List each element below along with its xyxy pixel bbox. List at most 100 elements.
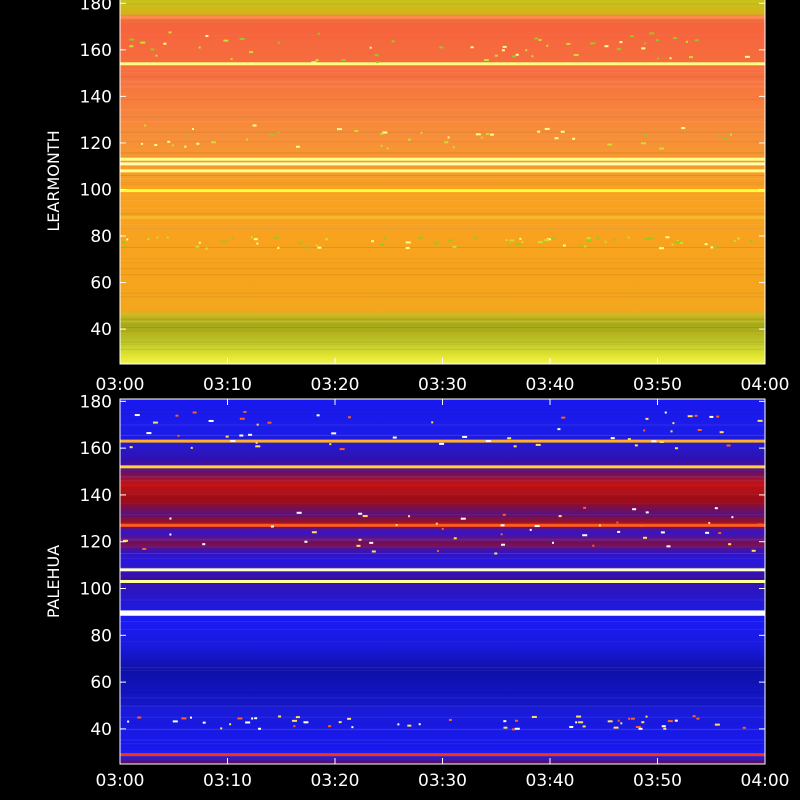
palehua-burst-pixel bbox=[329, 443, 332, 446]
palehua-burst-pixel bbox=[582, 534, 588, 537]
learmonth-burst-pixel bbox=[586, 237, 591, 240]
palehua-burst-pixel bbox=[395, 524, 398, 527]
learmonth-burst-pixel bbox=[223, 39, 229, 42]
palehua-texture-row bbox=[120, 743, 765, 745]
palehua-burst-pixel bbox=[719, 431, 724, 434]
learmonth-burst-pixel bbox=[380, 132, 384, 135]
palehua-texture-row bbox=[120, 691, 765, 693]
palehua-texture-row bbox=[120, 662, 765, 663]
learmonth-texture-row bbox=[120, 292, 765, 294]
y-tick-label: 120 bbox=[80, 533, 112, 553]
learmonth-burst-pixel bbox=[274, 236, 280, 239]
learmonth-burst-pixel bbox=[616, 48, 621, 51]
palehua-burst-pixel bbox=[503, 720, 507, 723]
learmonth-texture-row bbox=[120, 203, 765, 205]
learmonth-burst-pixel bbox=[511, 55, 516, 58]
learmonth-burst-pixel bbox=[629, 35, 634, 38]
x-tick-label: 03:20 bbox=[311, 771, 360, 791]
palehua-burst-pixel bbox=[674, 719, 678, 722]
palehua-burst-pixel bbox=[437, 549, 440, 552]
palehua-texture-row bbox=[120, 424, 765, 426]
palehua-burst-pixel bbox=[267, 421, 272, 424]
palehua-burst-pixel bbox=[129, 446, 133, 449]
palehua-texture-row bbox=[120, 522, 765, 524]
palehua-burst-pixel bbox=[172, 720, 178, 723]
y-tick-label: 100 bbox=[80, 580, 112, 600]
palehua-burst-pixel bbox=[628, 717, 631, 720]
learmonth-texture-row bbox=[120, 115, 765, 117]
learmonth-burst-pixel bbox=[315, 244, 318, 247]
learmonth-axis-title: LEARMONTH bbox=[44, 130, 63, 231]
learmonth-burst-pixel bbox=[724, 137, 729, 140]
learmonth-burst-pixel bbox=[311, 61, 317, 64]
learmonth-burst-pixel bbox=[171, 144, 174, 147]
palehua-burst-pixel bbox=[697, 428, 702, 431]
learmonth-burst-pixel bbox=[612, 238, 616, 241]
learmonth-texture-row bbox=[120, 182, 765, 184]
palehua-burst-pixel bbox=[503, 726, 508, 729]
x-tick-label: 03:20 bbox=[311, 375, 360, 395]
palehua-burst-pixel bbox=[448, 718, 452, 721]
learmonth-burst-pixel bbox=[253, 238, 258, 241]
palehua-texture-row bbox=[120, 552, 765, 554]
palehua-burst-pixel bbox=[243, 410, 247, 413]
learmonth-burst-pixel bbox=[515, 53, 519, 56]
palehua-burst-pixel bbox=[558, 515, 562, 518]
palehua-burst-pixel bbox=[295, 716, 300, 719]
learmonth-burst-pixel bbox=[211, 141, 217, 144]
learmonth-burst-pixel bbox=[713, 246, 718, 249]
palehua-burst-pixel bbox=[255, 441, 258, 444]
palehua-burst-pixel bbox=[664, 411, 667, 414]
palehua-burst-pixel bbox=[278, 715, 282, 718]
palehua-burst-pixel bbox=[460, 517, 466, 520]
learmonth-burst-pixel bbox=[509, 239, 515, 242]
palehua-burst-pixel bbox=[328, 725, 332, 728]
palehua-burst-pixel bbox=[639, 524, 645, 527]
palehua-burst-pixel bbox=[239, 434, 244, 437]
learmonth-emission-line bbox=[120, 215, 765, 219]
palehua-burst-pixel bbox=[407, 724, 412, 727]
learmonth-texture-row bbox=[120, 341, 765, 343]
learmonth-burst-pixel bbox=[515, 243, 521, 246]
x-tick-label: 03:10 bbox=[203, 375, 252, 395]
learmonth-burst-pixel bbox=[669, 57, 672, 60]
learmonth-texture-row bbox=[120, 35, 765, 36]
palehua-burst-pixel bbox=[485, 440, 491, 443]
learmonth-burst-pixel bbox=[537, 130, 541, 133]
learmonth-burst-pixel bbox=[452, 146, 455, 149]
learmonth-burst-pixel bbox=[155, 54, 158, 57]
learmonth-burst-pixel bbox=[473, 236, 478, 239]
learmonth-burst-pixel bbox=[122, 241, 126, 244]
y-tick-label: 40 bbox=[90, 320, 112, 340]
palehua-texture-row bbox=[120, 716, 765, 718]
learmonth-burst-pixel bbox=[382, 131, 388, 134]
learmonth-burst-pixel bbox=[736, 237, 740, 240]
learmonth-burst-pixel bbox=[718, 134, 721, 137]
palehua-texture-row bbox=[120, 703, 765, 704]
palehua-burst-pixel bbox=[696, 717, 700, 720]
palehua-burst-pixel bbox=[392, 436, 397, 439]
palehua-burst-pixel bbox=[316, 414, 320, 417]
learmonth-texture-row bbox=[120, 184, 765, 186]
learmonth-texture-row bbox=[120, 13, 765, 15]
learmonth-burst-pixel bbox=[405, 241, 411, 244]
palehua-burst-pixel bbox=[435, 522, 438, 525]
palehua-burst-pixel bbox=[714, 507, 718, 510]
learmonth-burst-pixel bbox=[317, 32, 320, 35]
palehua-burst-pixel bbox=[152, 421, 158, 424]
palehua-burst-pixel bbox=[146, 432, 152, 435]
learmonth-burst-pixel bbox=[744, 55, 750, 58]
learmonth-texture-row bbox=[120, 227, 765, 229]
palehua-burst-pixel bbox=[742, 726, 746, 729]
palehua-burst-pixel bbox=[513, 445, 517, 448]
learmonth-burst-pixel bbox=[407, 138, 411, 141]
palehua-burst-pixel bbox=[369, 541, 374, 544]
learmonth-texture-row bbox=[120, 116, 765, 118]
learmonth-texture-row bbox=[120, 121, 765, 123]
palehua-burst-pixel bbox=[123, 539, 129, 542]
palehua-emission-line bbox=[120, 753, 765, 757]
x-tick-label: 03:10 bbox=[203, 771, 252, 791]
learmonth-burst-pixel bbox=[475, 133, 481, 136]
palehua-burst-pixel bbox=[627, 438, 631, 441]
learmonth-burst-pixel bbox=[619, 41, 623, 44]
